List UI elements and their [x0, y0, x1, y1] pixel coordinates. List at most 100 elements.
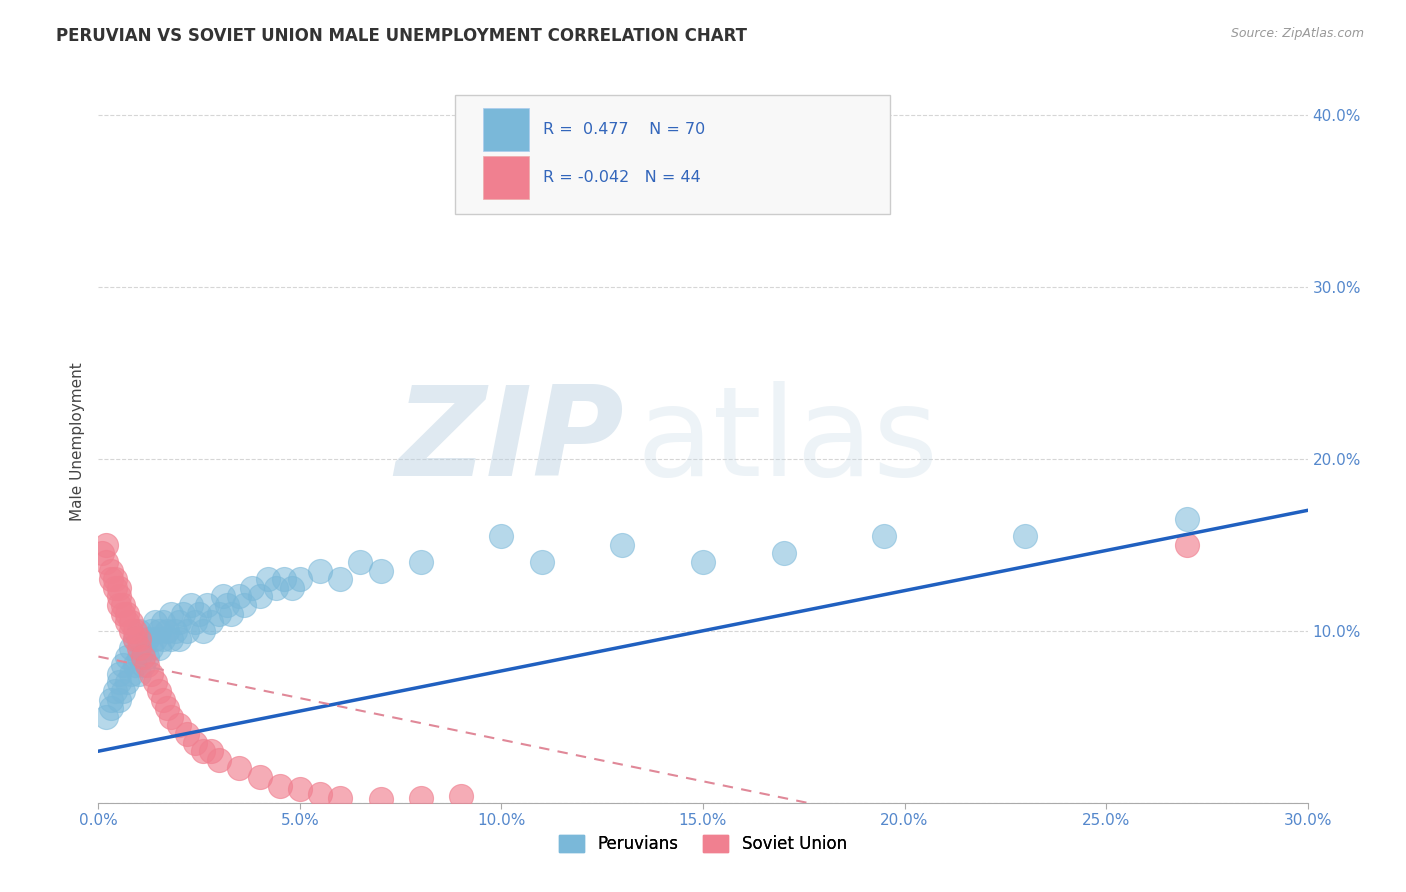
- Point: [193, 744, 215, 758]
- Point: [91, 546, 114, 560]
- Point: [264, 581, 287, 595]
- Legend: Peruvians, Soviet Union: Peruvians, Soviet Union: [553, 828, 853, 860]
- Point: [491, 529, 513, 543]
- Point: [139, 624, 162, 638]
- Point: [160, 607, 183, 621]
- Point: [309, 787, 332, 801]
- Point: [1175, 512, 1198, 526]
- Point: [100, 564, 122, 578]
- Point: [212, 590, 235, 604]
- Point: [115, 615, 138, 630]
- Point: [612, 538, 634, 552]
- Point: [329, 572, 352, 586]
- Point: [132, 640, 155, 655]
- Point: [184, 615, 207, 630]
- Point: [96, 538, 118, 552]
- Point: [103, 581, 125, 595]
- Point: [115, 649, 138, 664]
- Point: [107, 692, 129, 706]
- Point: [249, 590, 271, 604]
- Point: [120, 624, 142, 638]
- Point: [111, 684, 134, 698]
- FancyBboxPatch shape: [482, 108, 529, 151]
- Point: [111, 607, 134, 621]
- Point: [100, 572, 122, 586]
- Point: [107, 675, 129, 690]
- Point: [107, 598, 129, 612]
- Point: [184, 735, 207, 749]
- Text: Source: ZipAtlas.com: Source: ZipAtlas.com: [1230, 27, 1364, 40]
- Point: [873, 529, 896, 543]
- Point: [111, 598, 134, 612]
- Point: [167, 632, 190, 647]
- Point: [148, 624, 170, 638]
- Point: [208, 753, 231, 767]
- Point: [135, 658, 157, 673]
- Point: [120, 615, 142, 630]
- Point: [409, 555, 432, 569]
- Point: [232, 598, 254, 612]
- Point: [176, 624, 198, 638]
- Point: [188, 607, 211, 621]
- Point: [107, 666, 129, 681]
- Text: ZIP: ZIP: [395, 381, 624, 502]
- Point: [103, 572, 125, 586]
- Point: [111, 658, 134, 673]
- Point: [128, 649, 150, 664]
- Point: [193, 624, 215, 638]
- FancyBboxPatch shape: [456, 95, 890, 214]
- Point: [309, 564, 332, 578]
- Text: R =  0.477    N = 70: R = 0.477 N = 70: [543, 122, 706, 136]
- Point: [152, 632, 174, 647]
- Point: [349, 555, 371, 569]
- Point: [772, 546, 794, 560]
- Point: [1175, 538, 1198, 552]
- Point: [208, 607, 231, 621]
- Point: [143, 675, 166, 690]
- Point: [167, 718, 190, 732]
- Point: [256, 572, 278, 586]
- Point: [273, 572, 295, 586]
- Point: [217, 598, 239, 612]
- Point: [132, 658, 155, 673]
- Y-axis label: Male Unemployment: Male Unemployment: [69, 362, 84, 521]
- Point: [96, 710, 118, 724]
- Point: [152, 615, 174, 630]
- Point: [143, 615, 166, 630]
- Point: [329, 790, 352, 805]
- Point: [200, 615, 222, 630]
- Point: [370, 564, 392, 578]
- Point: [288, 572, 311, 586]
- Point: [148, 684, 170, 698]
- Point: [96, 555, 118, 569]
- Point: [156, 701, 179, 715]
- Point: [692, 555, 714, 569]
- Point: [139, 640, 162, 655]
- Point: [120, 640, 142, 655]
- Point: [128, 666, 150, 681]
- Point: [135, 632, 157, 647]
- Point: [249, 770, 271, 784]
- Point: [160, 710, 183, 724]
- Point: [115, 675, 138, 690]
- Text: PERUVIAN VS SOVIET UNION MALE UNEMPLOYMENT CORRELATION CHART: PERUVIAN VS SOVIET UNION MALE UNEMPLOYME…: [56, 27, 747, 45]
- Point: [128, 624, 150, 638]
- Point: [115, 607, 138, 621]
- Point: [124, 632, 146, 647]
- Point: [143, 632, 166, 647]
- Point: [180, 598, 202, 612]
- Point: [200, 744, 222, 758]
- Point: [172, 607, 194, 621]
- Point: [139, 666, 162, 681]
- Point: [195, 598, 218, 612]
- Text: atlas: atlas: [637, 381, 939, 502]
- Text: R = -0.042   N = 44: R = -0.042 N = 44: [543, 170, 702, 186]
- Point: [228, 590, 250, 604]
- Point: [128, 632, 150, 647]
- Point: [221, 607, 243, 621]
- Point: [132, 649, 155, 664]
- Point: [370, 792, 392, 806]
- Point: [100, 692, 122, 706]
- Point: [107, 581, 129, 595]
- Point: [148, 640, 170, 655]
